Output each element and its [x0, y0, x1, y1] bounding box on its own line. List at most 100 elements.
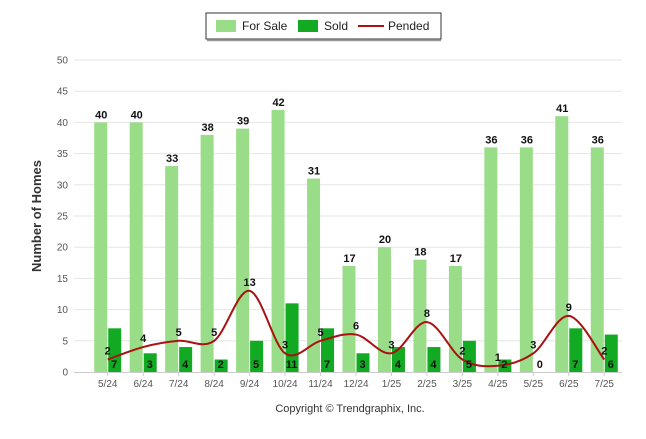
- x-tick-label: 7/24: [169, 379, 189, 390]
- data-labels: 4074033343823954211317173204184175362360…: [95, 97, 614, 371]
- for-sale-value-label: 36: [485, 134, 497, 146]
- for-sale-value-label: 36: [521, 134, 533, 146]
- legend-swatch-for-sale: [216, 20, 236, 32]
- y-tick-label: 5: [62, 336, 68, 347]
- for-sale-bar: [448, 265, 462, 372]
- sold-value-label: 7: [572, 359, 578, 371]
- x-tick-label: 4/25: [488, 379, 508, 390]
- sold-bar: [179, 347, 193, 372]
- sold-value-label: 6: [608, 359, 614, 371]
- sold-bar: [604, 334, 618, 372]
- for-sale-value-label: 41: [556, 103, 568, 115]
- for-sale-value-label: 40: [95, 109, 107, 121]
- pended-value-label: 3: [282, 339, 288, 351]
- x-tick-label: 9/24: [240, 379, 260, 390]
- sold-value-label: 7: [111, 359, 117, 371]
- for-sale-bar: [307, 178, 321, 372]
- sold-bar: [356, 353, 370, 372]
- sold-value-label: 7: [324, 359, 330, 371]
- for-sale-bar: [236, 128, 250, 372]
- for-sale-value-label: 33: [166, 153, 178, 165]
- pended-value-label: 2: [105, 346, 111, 358]
- for-sale-bar: [484, 147, 498, 372]
- for-sale-value-label: 17: [450, 253, 462, 265]
- x-axis-ticks: 5/24 6/24 7/24 8/24 9/24 10/24 11/24 12/24 1/25 2…: [98, 372, 614, 390]
- for-sale-bar: [377, 247, 391, 372]
- pended-value-label: 2: [601, 346, 607, 358]
- for-sale-value-label: 20: [379, 234, 391, 246]
- x-tick-label: 7/25: [595, 379, 615, 390]
- y-tick-label: 50: [57, 56, 69, 67]
- sold-bar: [250, 340, 264, 372]
- y-tick-label: 10: [57, 305, 69, 316]
- legend-label-sold: Sold: [324, 19, 348, 33]
- y-tick-label: 25: [57, 212, 69, 223]
- pended-value-label: 4: [140, 333, 147, 345]
- for-sale-bar: [555, 116, 569, 372]
- for-sale-bar: [413, 259, 427, 372]
- pended-value-label: 2: [459, 346, 465, 358]
- y-tick-label: 35: [57, 149, 69, 160]
- bars: [94, 109, 618, 373]
- for-sale-value-label: 36: [592, 134, 604, 146]
- y-tick-label: 20: [57, 243, 69, 254]
- legend-box: [205, 12, 442, 40]
- pended-value-label: 8: [424, 308, 430, 320]
- pended-value-label: 3: [530, 339, 536, 351]
- sold-bar: [143, 353, 157, 372]
- sold-value-label: 4: [182, 359, 189, 371]
- x-tick-label: 1/25: [382, 379, 402, 390]
- sold-value-label: 11: [286, 359, 298, 371]
- for-sale-bar: [94, 122, 108, 373]
- x-tick-label: 3/25: [453, 379, 473, 390]
- pended-line-layer: [107, 289, 606, 368]
- for-sale-bar: [590, 147, 604, 372]
- pended-value-label: 13: [243, 277, 255, 289]
- sold-value-label: 4: [430, 359, 437, 371]
- sold-value-label: 0: [537, 359, 543, 371]
- legend-label-pended: Pended: [388, 19, 429, 33]
- legend-swatch-sold: [298, 20, 318, 32]
- sold-value-label: 3: [147, 359, 153, 371]
- sold-value-label: 2: [501, 359, 507, 371]
- y-axis-label: Number of Homes: [29, 160, 44, 272]
- x-tick-label: 6/25: [559, 379, 579, 390]
- x-tick-label: 5/24: [98, 379, 118, 390]
- for-sale-bar: [519, 147, 533, 372]
- x-tick-label: 12/24: [343, 379, 368, 390]
- for-sale-value-label: 40: [131, 109, 143, 121]
- for-sale-bar: [342, 265, 356, 372]
- pended-value-label: 6: [353, 321, 359, 333]
- copyright-text: Copyright © Trendgraphix, Inc.: [275, 403, 424, 415]
- sold-value-label: 2: [218, 359, 224, 371]
- for-sale-bar: [165, 166, 179, 372]
- sold-value-label: 4: [395, 359, 402, 371]
- for-sale-bar: [200, 134, 214, 372]
- for-sale-value-label: 38: [202, 122, 214, 134]
- y-tick-label: 40: [57, 118, 69, 129]
- for-sale-value-label: 17: [343, 253, 355, 265]
- sold-value-label: 3: [359, 359, 365, 371]
- y-tick-label: 30: [57, 180, 69, 191]
- legend: For Sale Sold Pended: [205, 12, 442, 42]
- sold-value-label: 5: [253, 359, 259, 371]
- pended-value-label: 5: [211, 327, 217, 339]
- x-tick-label: 6/24: [133, 379, 153, 390]
- for-sale-value-label: 39: [237, 116, 249, 128]
- for-sale-value-label: 31: [308, 166, 320, 178]
- for-sale-bar: [129, 122, 143, 373]
- for-sale-value-label: 18: [414, 247, 426, 259]
- legend-label-for-sale: For Sale: [242, 19, 288, 33]
- for-sale-bar: [271, 109, 285, 373]
- pended-value-label: 9: [566, 302, 572, 314]
- x-tick-label: 2/25: [417, 379, 437, 390]
- pended-line: [107, 289, 606, 368]
- pended-value-label: 5: [176, 327, 182, 339]
- sold-bar: [427, 347, 441, 372]
- pended-value-label: 1: [495, 352, 501, 364]
- sold-bar: [569, 328, 583, 372]
- x-tick-label: 10/24: [273, 379, 298, 390]
- y-tick-label: 0: [62, 368, 68, 379]
